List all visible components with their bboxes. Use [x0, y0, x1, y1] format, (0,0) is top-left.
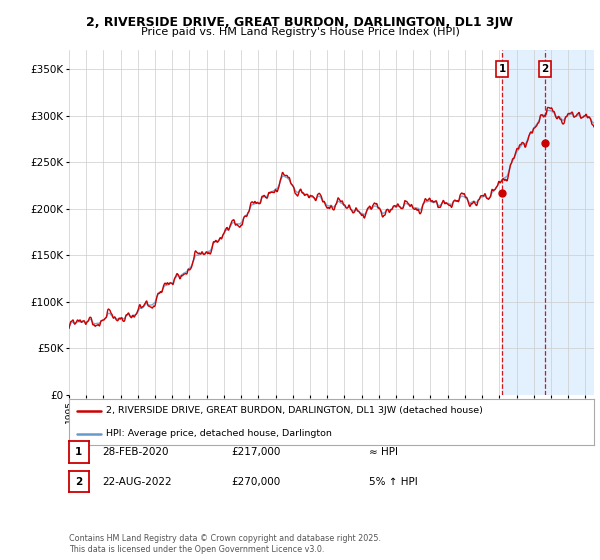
Text: 2, RIVERSIDE DRIVE, GREAT BURDON, DARLINGTON, DL1 3JW: 2, RIVERSIDE DRIVE, GREAT BURDON, DARLIN… — [86, 16, 514, 29]
Bar — [502, 50, 600, 395]
Text: ≈ HPI: ≈ HPI — [369, 447, 398, 457]
Text: 28-FEB-2020: 28-FEB-2020 — [102, 447, 169, 457]
Text: 5% ↑ HPI: 5% ↑ HPI — [369, 477, 418, 487]
Text: 2, RIVERSIDE DRIVE, GREAT BURDON, DARLINGTON, DL1 3JW (detached house): 2, RIVERSIDE DRIVE, GREAT BURDON, DARLIN… — [106, 406, 482, 416]
Text: 2: 2 — [541, 64, 548, 74]
Text: £217,000: £217,000 — [231, 447, 280, 457]
Text: £270,000: £270,000 — [231, 477, 280, 487]
Text: Contains HM Land Registry data © Crown copyright and database right 2025.
This d: Contains HM Land Registry data © Crown c… — [69, 534, 381, 554]
Text: 1: 1 — [75, 447, 83, 457]
Text: 22-AUG-2022: 22-AUG-2022 — [102, 477, 172, 487]
Text: 2: 2 — [75, 477, 83, 487]
Text: Price paid vs. HM Land Registry's House Price Index (HPI): Price paid vs. HM Land Registry's House … — [140, 27, 460, 37]
Text: HPI: Average price, detached house, Darlington: HPI: Average price, detached house, Darl… — [106, 429, 332, 438]
Text: 1: 1 — [499, 64, 506, 74]
